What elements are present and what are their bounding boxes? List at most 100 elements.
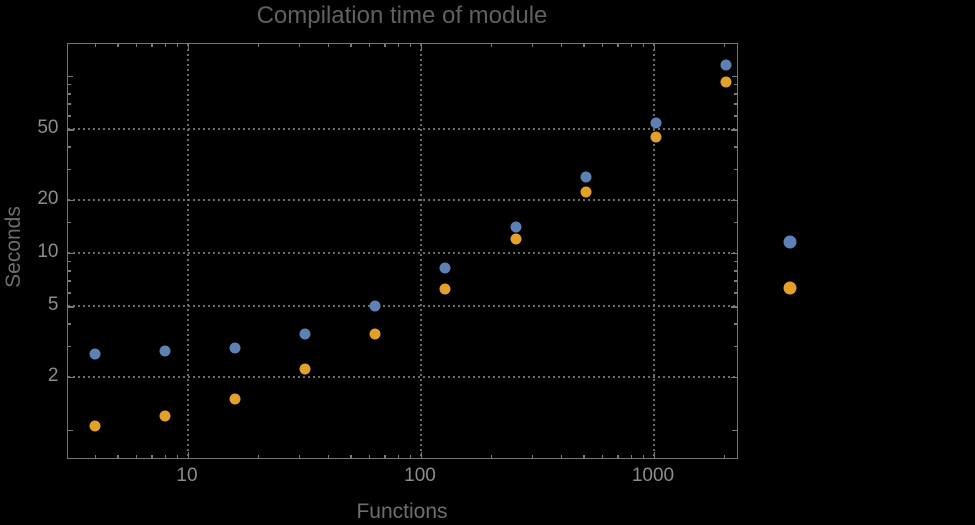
y-tick-right (734, 323, 737, 325)
x-tick-bottom (601, 455, 604, 458)
y-tick-right (734, 103, 737, 105)
x-tick-bottom (723, 455, 726, 458)
y-tick-right (734, 270, 737, 272)
data-point-series-orange (369, 328, 381, 340)
y-tick-right (734, 115, 737, 117)
y-tick-right (732, 430, 737, 432)
y-tick-right (734, 146, 737, 148)
data-point-series-blue (439, 262, 451, 274)
y-tick-left (68, 292, 71, 294)
y-gridline (68, 252, 737, 254)
x-tick-bottom (560, 455, 563, 458)
x-tick-top (350, 44, 352, 47)
x-tick-top (187, 44, 189, 50)
y-tick-right (731, 129, 737, 131)
y-tick-label: 2 (47, 364, 59, 386)
x-tick-top (560, 44, 563, 47)
x-tick-bottom (583, 455, 585, 458)
y-tick-left (68, 261, 71, 263)
x-tick-top (298, 44, 301, 47)
x-tick-bottom (642, 455, 645, 458)
x-tick-bottom (151, 455, 153, 458)
data-point-series-blue (159, 345, 171, 357)
y-tick-left (68, 430, 73, 432)
y-tick-right (734, 261, 737, 263)
x-tick-bottom (617, 455, 619, 458)
x-tick-bottom (187, 452, 189, 458)
y-tick-left (68, 168, 71, 170)
data-point-series-blue (89, 348, 101, 360)
x-tick-top (117, 44, 119, 47)
x-tick-top (257, 44, 260, 47)
x-tick-top (601, 44, 604, 47)
y-tick-right (731, 199, 737, 202)
x-tick-bottom (350, 455, 352, 458)
legend-marker-orange (783, 281, 797, 295)
y-tick-left (68, 270, 71, 272)
x-tick-top (135, 44, 138, 47)
y-tick-left (68, 345, 71, 347)
y-tick-right (734, 84, 737, 86)
x-tick-top (397, 44, 400, 47)
x-tick-top (176, 44, 179, 47)
data-point-series-blue (229, 342, 241, 354)
y-gridline (68, 375, 737, 378)
x-tick-bottom (397, 455, 400, 458)
y-tick-label: 20 (37, 187, 59, 209)
x-tick-top (583, 44, 585, 47)
x-tick-top (617, 44, 619, 47)
y-tick-left (68, 221, 71, 224)
x-tick-bottom (117, 455, 119, 458)
x-tick-bottom (94, 455, 97, 458)
x-tick-bottom (368, 455, 371, 458)
y-tick-left (68, 199, 74, 202)
y-gridline (68, 198, 737, 201)
y-tick-label: 5 (47, 294, 59, 316)
x-tick-top (368, 44, 371, 47)
data-point-series-blue (510, 221, 522, 233)
x-tick-bottom (164, 455, 167, 458)
data-point-series-blue (369, 300, 381, 312)
y-axis-label: Seconds (2, 206, 25, 288)
plot-frame (67, 43, 738, 459)
y-tick-right (731, 376, 737, 379)
chart-title: Compilation time of module (256, 2, 548, 29)
y-tick-left (68, 93, 71, 95)
data-point-series-orange (650, 131, 662, 143)
x-tick-bottom (257, 455, 260, 458)
x-tick-bottom (176, 455, 179, 458)
x-tick-bottom (409, 455, 412, 458)
x-axis-label: Functions (356, 500, 448, 523)
x-tick-top (653, 44, 655, 50)
x-tick-bottom (135, 455, 138, 458)
x-gridline (652, 44, 655, 458)
data-point-series-blue (650, 117, 662, 129)
x-tick-bottom (298, 455, 301, 458)
y-tick-left (68, 376, 74, 379)
y-tick-right (734, 292, 737, 294)
y-tick-right (731, 306, 737, 308)
x-tick-top (723, 44, 726, 47)
x-tick-top (490, 44, 493, 47)
data-point-series-orange (510, 233, 522, 245)
x-tick-top (531, 44, 534, 47)
x-tick-bottom (327, 455, 330, 458)
y-gridline (68, 128, 737, 131)
x-tick-top (409, 44, 412, 47)
y-tick-right (731, 253, 737, 255)
y-tick-right (732, 76, 737, 78)
data-point-series-blue (299, 328, 311, 340)
y-tick-left (68, 323, 71, 325)
y-tick-right (734, 345, 737, 347)
data-point-series-orange (229, 393, 241, 405)
x-tick-bottom (531, 455, 534, 458)
data-point-series-orange (89, 420, 101, 432)
x-tick-bottom (630, 455, 633, 458)
x-tick-bottom (490, 455, 493, 458)
y-tick-left (68, 103, 71, 105)
x-tick-top (151, 44, 153, 47)
x-gridline (186, 44, 189, 458)
x-tick-top (630, 44, 633, 47)
x-tick-bottom (653, 452, 655, 458)
